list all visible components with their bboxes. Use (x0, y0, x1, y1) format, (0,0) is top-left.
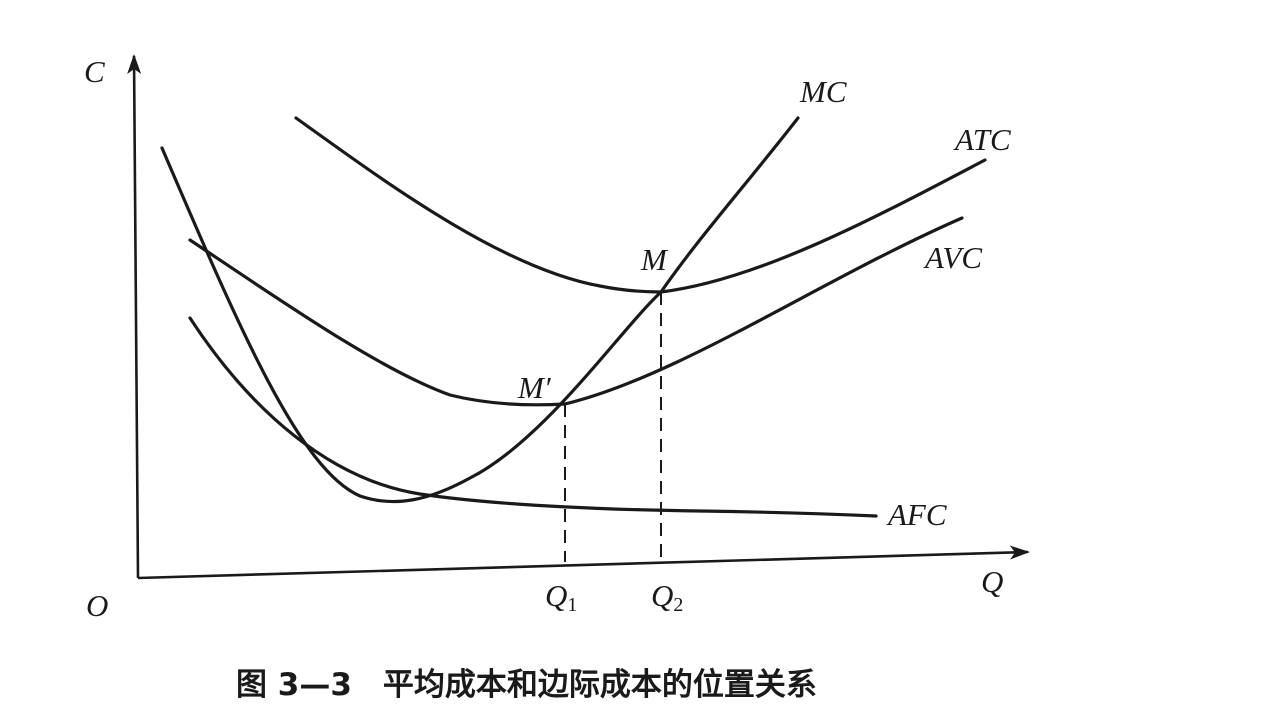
q2-subscript: 2 (673, 594, 683, 616)
y-axis-label: C (84, 54, 105, 89)
mc-curve (160, 116, 800, 504)
origin-label: O (86, 588, 108, 623)
avc-curve (188, 216, 964, 407)
afc-curve (188, 316, 878, 518)
figure-caption: 图 3—3 平均成本和边际成本的位置关系 (236, 667, 817, 703)
point-m-prime-label: M′ (517, 370, 552, 405)
x-axis-label: Q (981, 564, 1003, 599)
y-axis (127, 54, 142, 579)
q1-label: Q1 (545, 578, 577, 616)
q1-base: Q (545, 578, 567, 613)
x-axis (137, 545, 1030, 580)
q1-subscript: 1 (567, 594, 577, 616)
q2-label: Q2 (651, 578, 683, 616)
atc-label: ATC (953, 122, 1011, 157)
point-m-label: M (640, 242, 669, 277)
afc-label: AFC (886, 497, 947, 532)
mc-label: MC (799, 74, 847, 109)
atc-curve (294, 116, 987, 294)
avc-label: AVC (923, 240, 982, 275)
q2-base: Q (651, 578, 673, 613)
